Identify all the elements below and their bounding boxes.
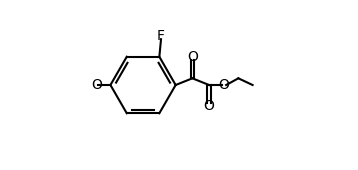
Text: F: F <box>157 29 165 43</box>
Text: O: O <box>187 50 198 64</box>
Text: O: O <box>204 99 214 113</box>
Text: O: O <box>91 78 102 92</box>
Text: O: O <box>219 78 229 92</box>
